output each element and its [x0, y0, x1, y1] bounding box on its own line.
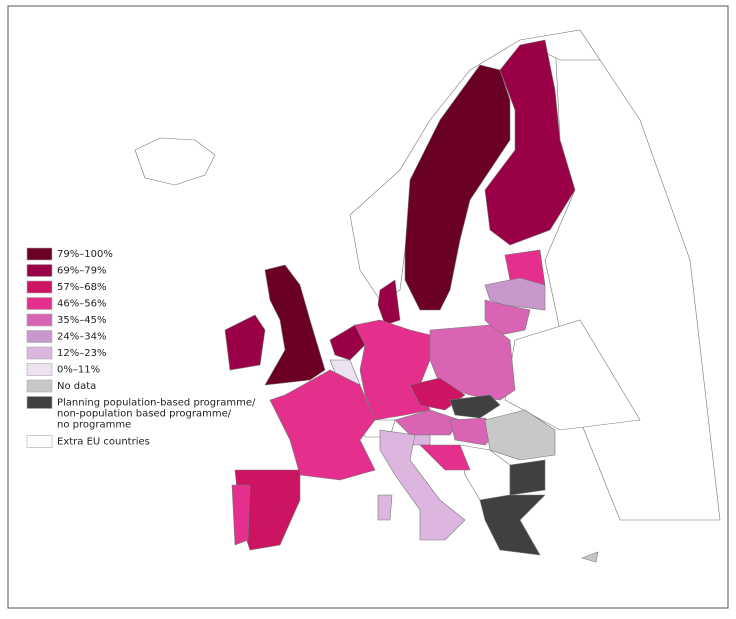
bulgaria	[509, 459, 546, 496]
map	[134, 29, 721, 563]
legend-label: 79%–100%	[57, 249, 113, 260]
lithuania	[484, 299, 531, 336]
legend-label: Extra EU countries	[57, 437, 150, 448]
latvia	[484, 277, 546, 311]
greece	[479, 494, 546, 556]
ireland	[224, 314, 266, 371]
legend-label: 69%–79%	[57, 266, 106, 277]
legend-swatch	[26, 313, 53, 327]
legend-swatch	[26, 363, 53, 376]
cyprus	[581, 551, 599, 563]
legend-swatch	[26, 346, 53, 360]
legend-swatch	[26, 264, 53, 277]
legend-label: 0%–11%	[57, 365, 100, 376]
legend-label: 35%–45%	[57, 315, 106, 326]
slovakia	[449, 394, 501, 419]
finland	[484, 39, 576, 246]
poland	[429, 324, 516, 401]
legend-swatch	[26, 297, 53, 310]
sardinia	[377, 494, 393, 521]
portugal	[231, 484, 251, 546]
legend-label: no programme	[57, 420, 131, 431]
croatia	[419, 444, 471, 471]
netherlands	[329, 324, 366, 361]
legend-label: 12%–23%	[57, 348, 106, 359]
legend-label: No data	[57, 381, 96, 392]
denmark	[377, 279, 401, 326]
legend-swatch	[26, 330, 53, 343]
legend-swatch	[26, 280, 53, 294]
romania	[484, 409, 556, 461]
sweden	[404, 64, 511, 311]
legend-label: 57%–68%	[57, 282, 106, 293]
legend-swatch	[26, 247, 53, 261]
legend-swatch	[26, 435, 53, 448]
legend-label: Planning population-based programme/	[57, 398, 256, 409]
iceland	[134, 137, 216, 186]
legend: 79%–100% 69%–79% 57%–68% 46%–56% 35%–45% 24%–…	[26, 247, 256, 448]
italy	[379, 429, 466, 541]
legend-swatch	[26, 379, 53, 393]
legend-label: 24%–34%	[57, 332, 106, 343]
legend-label: non-population based programme/	[57, 409, 232, 420]
legend-swatch	[26, 396, 53, 409]
france	[269, 369, 376, 481]
legend-label: 46%–56%	[57, 299, 106, 310]
united-kingdom	[264, 264, 326, 386]
